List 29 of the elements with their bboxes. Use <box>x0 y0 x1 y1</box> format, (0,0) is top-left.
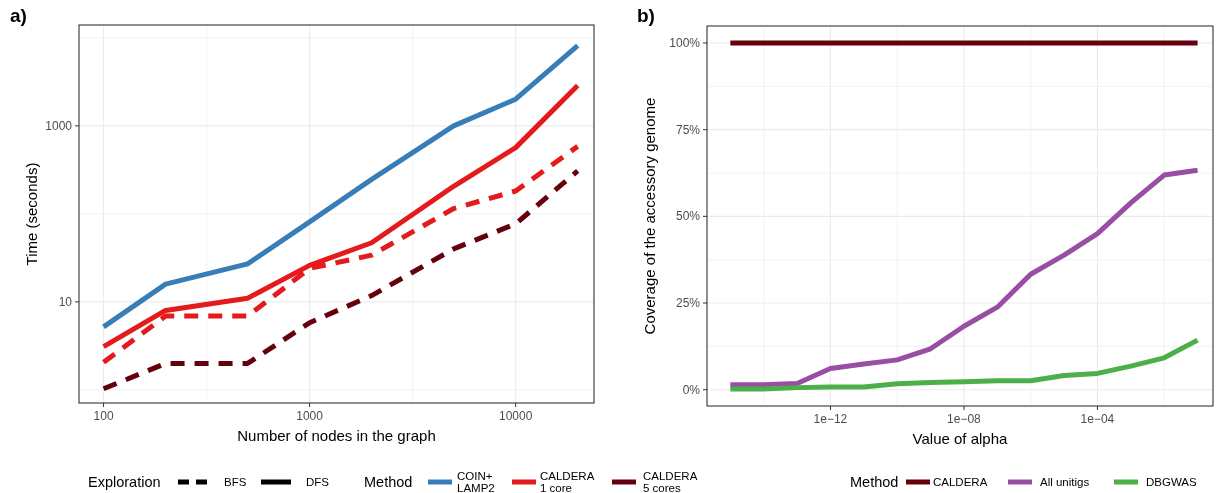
chart-title: a) <box>10 5 27 26</box>
x-tick-label: 100 <box>93 409 114 423</box>
y-axis-title: Coverage of the accessory genome <box>641 97 658 335</box>
y-tick-label: 10 <box>58 294 73 309</box>
y-tick-label: 75% <box>675 122 701 137</box>
x-tick-label: 1e−04 <box>1080 412 1115 426</box>
legend-title: Method <box>850 474 899 490</box>
legend-label: CALDERA 5 cores <box>643 470 698 493</box>
legend-label: CALDERA 1 core <box>540 470 595 493</box>
x-axis-title: Value of alpha <box>912 430 1009 447</box>
text: DFS <box>306 476 330 488</box>
y-axis-title: Time (seconds) <box>23 162 40 266</box>
x-tick-label: 10000 <box>498 409 533 423</box>
x-tick-label: 1e−08 <box>947 412 982 426</box>
legend-label: All unitigs <box>1040 476 1090 488</box>
chart-title: b) <box>637 5 655 26</box>
text: BFS <box>224 476 247 488</box>
legend-label: CALDERA <box>933 476 988 488</box>
text: Exploration <box>88 474 161 490</box>
x-tick-label: 1000 <box>296 409 324 423</box>
y-tick-label: 0% <box>682 382 701 397</box>
x-tick-label: 1e−12 <box>813 412 848 426</box>
y-tick-label: 25% <box>675 296 701 311</box>
y-tick-label: 100% <box>669 35 701 50</box>
y-tick-label: 50% <box>675 209 701 224</box>
text: Method <box>364 474 413 490</box>
legend-label: DBGWAS <box>1146 476 1198 488</box>
x-axis-title: Number of nodes in the graph <box>237 427 436 444</box>
legend-label: COIN+ LAMP2 <box>457 470 495 493</box>
